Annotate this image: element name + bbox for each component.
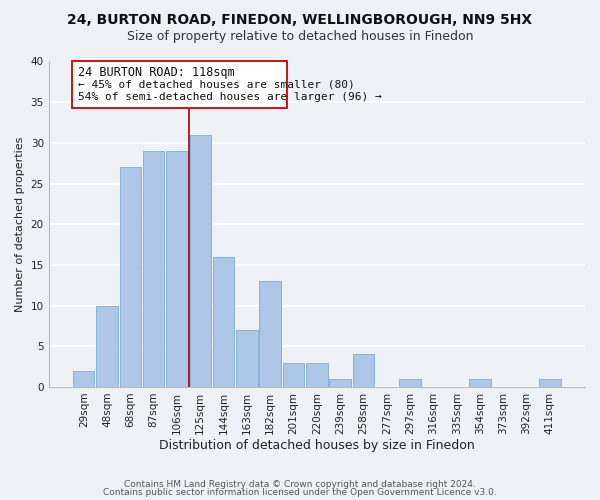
Bar: [166, 151, 188, 387]
Bar: [73, 370, 94, 387]
Bar: [143, 151, 164, 387]
Y-axis label: Number of detached properties: Number of detached properties: [15, 136, 25, 312]
Text: Contains HM Land Registry data © Crown copyright and database right 2024.: Contains HM Land Registry data © Crown c…: [124, 480, 476, 489]
Bar: [353, 354, 374, 387]
Bar: [213, 257, 235, 387]
Bar: [259, 281, 281, 387]
Bar: [329, 379, 351, 387]
Bar: [400, 379, 421, 387]
Bar: [236, 330, 257, 387]
Bar: [306, 362, 328, 387]
Text: 54% of semi-detached houses are larger (96) →: 54% of semi-detached houses are larger (…: [78, 92, 382, 102]
X-axis label: Distribution of detached houses by size in Finedon: Distribution of detached houses by size …: [159, 440, 475, 452]
Bar: [190, 134, 211, 387]
Bar: [469, 379, 491, 387]
Text: Size of property relative to detached houses in Finedon: Size of property relative to detached ho…: [127, 30, 473, 43]
Bar: [97, 306, 118, 387]
Text: 24 BURTON ROAD: 118sqm: 24 BURTON ROAD: 118sqm: [78, 66, 235, 80]
Bar: [72, 62, 287, 108]
Text: 24, BURTON ROAD, FINEDON, WELLINGBOROUGH, NN9 5HX: 24, BURTON ROAD, FINEDON, WELLINGBOROUGH…: [67, 12, 533, 26]
Bar: [119, 168, 141, 387]
Bar: [283, 362, 304, 387]
Text: ← 45% of detached houses are smaller (80): ← 45% of detached houses are smaller (80…: [78, 80, 355, 90]
Text: Contains public sector information licensed under the Open Government Licence v3: Contains public sector information licen…: [103, 488, 497, 497]
Bar: [539, 379, 560, 387]
